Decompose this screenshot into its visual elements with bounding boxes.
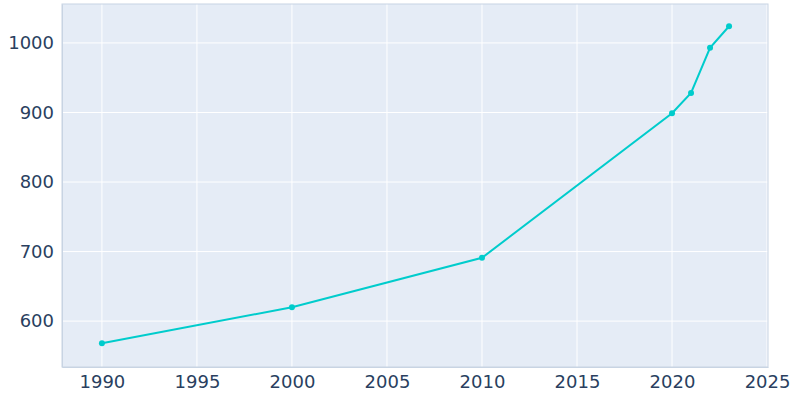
marker [289,304,295,310]
marker [479,255,485,261]
x-axis: 1990 1995 2000 2005 2010 2015 2020 2025 [63,367,791,392]
marker [669,110,675,116]
y-tick: 700 [20,241,62,262]
y-tick-label: 800 [20,171,54,192]
x-grid-line [101,4,102,367]
marker [707,45,713,51]
y-grid-line [62,112,768,113]
x-tick-label: 1995 [175,371,221,392]
x-tick: 2010 [460,367,506,392]
x-tick: 1995 [175,367,221,392]
plot-frame [62,4,768,367]
x-axis-line [63,367,769,368]
plot: 1990 1995 2000 2005 2010 2015 2020 2025 600 700 80… [8,4,790,392]
marker [99,340,105,346]
y-grid-line [62,251,768,252]
y-grid-line [62,42,768,43]
x-tick: 2015 [555,367,601,392]
plot-background [62,4,768,367]
line [102,26,729,343]
y-grid-line [62,182,768,183]
y-tick: 800 [20,171,62,192]
y-axis: 600 700 800 900 1000 [8,5,62,368]
x-tick-label: 2020 [650,371,696,392]
series [99,23,732,346]
y-grid-line [62,321,768,322]
grid [62,4,768,367]
y-tick-label: 900 [20,102,54,123]
x-grid-line [291,4,292,367]
x-tick: 2025 [745,367,791,392]
x-grid-line [672,4,673,367]
x-tick-label: 2005 [365,371,411,392]
x-grid-line [386,4,387,367]
y-tick-label: 700 [20,241,54,262]
x-tick: 1990 [80,367,126,392]
x-tick: 2020 [650,367,696,392]
x-tick-label: 2015 [555,371,601,392]
y-tick: 1000 [8,32,62,53]
marker [688,90,694,96]
y-tick-label: 1000 [8,32,54,53]
y-tick: 900 [20,102,62,123]
x-tick-label: 2025 [745,371,791,392]
x-grid-line [767,4,768,367]
marker [726,23,732,29]
x-tick-label: 2000 [270,371,316,392]
x-tick: 2005 [365,367,411,392]
y-axis-line [62,5,63,368]
x-grid-line [196,4,197,367]
chart: 1990 1995 2000 2005 2010 2015 2020 2025 600 700 80… [0,0,800,400]
x-tick: 2000 [270,367,316,392]
y-tick-label: 600 [20,310,54,331]
y-tick: 600 [20,310,62,331]
x-tick-label: 1990 [80,371,126,392]
x-tick-label: 2010 [460,371,506,392]
x-grid-line [481,4,482,367]
